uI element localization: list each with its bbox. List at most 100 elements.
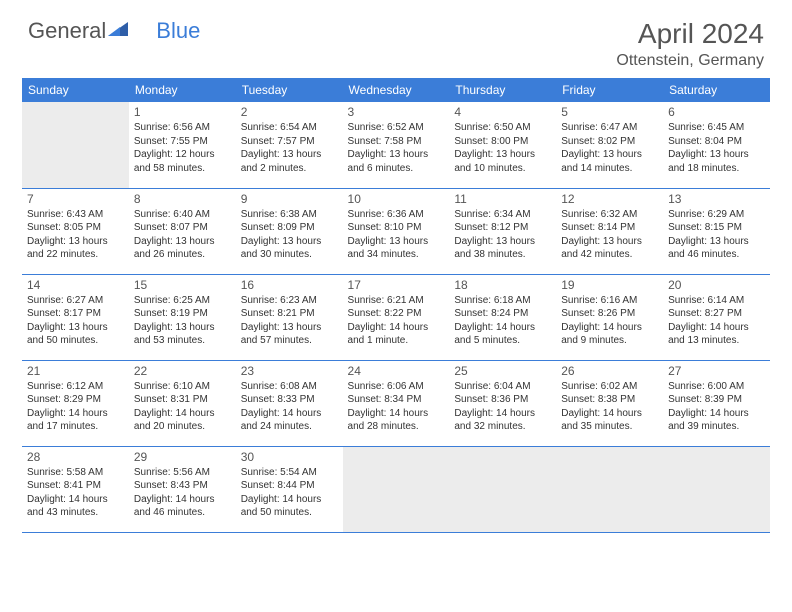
day-info: Sunrise: 6:50 AMSunset: 8:00 PMDaylight:… bbox=[454, 121, 551, 175]
day-info: Sunrise: 6:45 AMSunset: 8:04 PMDaylight:… bbox=[668, 121, 765, 175]
calendar-cell: 23Sunrise: 6:08 AMSunset: 8:33 PMDayligh… bbox=[236, 360, 343, 446]
day-number: 15 bbox=[134, 278, 231, 292]
calendar-cell: 22 Sunrise: 6:10 AMSunset: 8:31 PMDayligh… bbox=[129, 360, 236, 446]
weekday-header-row: SundayMondayTuesdayWednesdayThursdayFrid… bbox=[22, 78, 770, 102]
calendar-cell: 20 Sunrise: 6:14 AMSunset: 8:27 PMDayligh… bbox=[663, 274, 770, 360]
day-info: Sunrise: 6:56 AMSunset: 7:55 PMDaylight:… bbox=[134, 121, 231, 175]
calendar-week-row: 14 Sunrise: 6:27 AMSunset: 8:17 PMDayligh… bbox=[22, 274, 770, 360]
day-info: Sunrise: 6:32 AMSunset: 8:14 PMDaylight:… bbox=[561, 208, 658, 262]
calendar-week-row: 1 Sunrise: 6:56 AMSunset: 7:55 PMDaylight… bbox=[22, 102, 770, 188]
calendar-cell: 17Sunrise: 6:21 AMSunset: 8:22 PMDayligh… bbox=[343, 274, 450, 360]
logo: General Blue bbox=[28, 18, 200, 44]
day-info: Sunrise: 6:12 AMSunset: 8:29 PMDaylight:… bbox=[27, 380, 124, 434]
day-info: Sunrise: 6:08 AMSunset: 8:33 PMDaylight:… bbox=[241, 380, 338, 434]
day-number: 22 bbox=[134, 364, 231, 378]
day-number: 7 bbox=[27, 192, 124, 206]
day-info: Sunrise: 6:06 AMSunset: 8:34 PMDaylight:… bbox=[348, 380, 445, 434]
calendar-cell: 4 Sunrise: 6:50 AMSunset: 8:00 PMDaylight… bbox=[449, 102, 556, 188]
title-block: April 2024 Ottenstein, Germany bbox=[616, 18, 764, 70]
weekday-header: Friday bbox=[556, 78, 663, 102]
day-number: 30 bbox=[241, 450, 338, 464]
day-info: Sunrise: 6:52 AMSunset: 7:58 PMDaylight:… bbox=[348, 121, 445, 175]
calendar-week-row: 28Sunrise: 5:58 AMSunset: 8:41 PMDayligh… bbox=[22, 446, 770, 532]
calendar-cell-blank bbox=[343, 446, 450, 532]
calendar-cell: 1 Sunrise: 6:56 AMSunset: 7:55 PMDaylight… bbox=[129, 102, 236, 188]
weekday-header: Sunday bbox=[22, 78, 129, 102]
calendar-cell: 14 Sunrise: 6:27 AMSunset: 8:17 PMDayligh… bbox=[22, 274, 129, 360]
calendar-cell: 21 Sunrise: 6:12 AMSunset: 8:29 PMDayligh… bbox=[22, 360, 129, 446]
day-number: 6 bbox=[668, 105, 765, 119]
calendar-week-row: 7 Sunrise: 6:43 AMSunset: 8:05 PMDaylight… bbox=[22, 188, 770, 274]
weekday-header: Monday bbox=[129, 78, 236, 102]
day-info: Sunrise: 6:21 AMSunset: 8:22 PMDaylight:… bbox=[348, 294, 445, 348]
calendar-cell: 8 Sunrise: 6:40 AMSunset: 8:07 PMDaylight… bbox=[129, 188, 236, 274]
calendar-cell: 3 Sunrise: 6:52 AMSunset: 7:58 PMDaylight… bbox=[343, 102, 450, 188]
day-number: 14 bbox=[27, 278, 124, 292]
day-number: 12 bbox=[561, 192, 658, 206]
calendar-cell: 27Sunrise: 6:00 AMSunset: 8:39 PMDayligh… bbox=[663, 360, 770, 446]
day-number: 25 bbox=[454, 364, 551, 378]
day-number: 1 bbox=[134, 105, 231, 119]
logo-text-2: Blue bbox=[156, 18, 200, 44]
calendar-table: SundayMondayTuesdayWednesdayThursdayFrid… bbox=[22, 78, 770, 533]
calendar-body: 1 Sunrise: 6:56 AMSunset: 7:55 PMDaylight… bbox=[22, 102, 770, 532]
calendar-cell: 28Sunrise: 5:58 AMSunset: 8:41 PMDayligh… bbox=[22, 446, 129, 532]
calendar-cell: 10Sunrise: 6:36 AMSunset: 8:10 PMDayligh… bbox=[343, 188, 450, 274]
day-info: Sunrise: 6:29 AMSunset: 8:15 PMDaylight:… bbox=[668, 208, 765, 262]
day-info: Sunrise: 6:27 AMSunset: 8:17 PMDaylight:… bbox=[27, 294, 124, 348]
calendar-cell: 18 Sunrise: 6:18 AMSunset: 8:24 PMDayligh… bbox=[449, 274, 556, 360]
day-number: 2 bbox=[241, 105, 338, 119]
calendar-cell: 29Sunrise: 5:56 AMSunset: 8:43 PMDayligh… bbox=[129, 446, 236, 532]
calendar-cell-blank bbox=[556, 446, 663, 532]
logo-text-1: General bbox=[28, 18, 106, 44]
day-info: Sunrise: 5:58 AMSunset: 8:41 PMDaylight:… bbox=[27, 466, 124, 520]
day-number: 16 bbox=[241, 278, 338, 292]
calendar-cell: 16 Sunrise: 6:23 AMSunset: 8:21 PMDayligh… bbox=[236, 274, 343, 360]
day-info: Sunrise: 5:54 AMSunset: 8:44 PMDaylight:… bbox=[241, 466, 338, 520]
calendar-cell: 7 Sunrise: 6:43 AMSunset: 8:05 PMDaylight… bbox=[22, 188, 129, 274]
header: General Blue April 2024 Ottenstein, Germ… bbox=[0, 0, 792, 78]
day-number: 20 bbox=[668, 278, 765, 292]
calendar-cell-blank bbox=[22, 102, 129, 188]
day-info: Sunrise: 6:10 AMSunset: 8:31 PMDaylight:… bbox=[134, 380, 231, 434]
calendar-cell-blank bbox=[663, 446, 770, 532]
calendar-cell: 11 Sunrise: 6:34 AMSunset: 8:12 PMDayligh… bbox=[449, 188, 556, 274]
day-info: Sunrise: 6:54 AMSunset: 7:57 PMDaylight:… bbox=[241, 121, 338, 175]
day-info: Sunrise: 6:14 AMSunset: 8:27 PMDaylight:… bbox=[668, 294, 765, 348]
calendar-cell: 19Sunrise: 6:16 AMSunset: 8:26 PMDayligh… bbox=[556, 274, 663, 360]
calendar-cell: 26Sunrise: 6:02 AMSunset: 8:38 PMDayligh… bbox=[556, 360, 663, 446]
location: Ottenstein, Germany bbox=[616, 52, 764, 70]
day-info: Sunrise: 6:34 AMSunset: 8:12 PMDaylight:… bbox=[454, 208, 551, 262]
day-info: Sunrise: 6:47 AMSunset: 8:02 PMDaylight:… bbox=[561, 121, 658, 175]
calendar-cell: 2 Sunrise: 6:54 AMSunset: 7:57 PMDaylight… bbox=[236, 102, 343, 188]
day-number: 13 bbox=[668, 192, 765, 206]
day-info: Sunrise: 6:38 AMSunset: 8:09 PMDaylight:… bbox=[241, 208, 338, 262]
day-number: 8 bbox=[134, 192, 231, 206]
calendar-cell: 9Sunrise: 6:38 AMSunset: 8:09 PMDaylight… bbox=[236, 188, 343, 274]
calendar-cell: 15 Sunrise: 6:25 AMSunset: 8:19 PMDayligh… bbox=[129, 274, 236, 360]
day-number: 5 bbox=[561, 105, 658, 119]
day-info: Sunrise: 6:25 AMSunset: 8:19 PMDaylight:… bbox=[134, 294, 231, 348]
day-number: 29 bbox=[134, 450, 231, 464]
day-info: Sunrise: 6:36 AMSunset: 8:10 PMDaylight:… bbox=[348, 208, 445, 262]
day-number: 21 bbox=[27, 364, 124, 378]
day-number: 11 bbox=[454, 192, 551, 206]
calendar-cell: 12 Sunrise: 6:32 AMSunset: 8:14 PMDayligh… bbox=[556, 188, 663, 274]
weekday-header: Wednesday bbox=[343, 78, 450, 102]
calendar-cell: 13 Sunrise: 6:29 AMSunset: 8:15 PMDayligh… bbox=[663, 188, 770, 274]
day-number: 19 bbox=[561, 278, 658, 292]
day-info: Sunrise: 6:23 AMSunset: 8:21 PMDaylight:… bbox=[241, 294, 338, 348]
day-info: Sunrise: 6:43 AMSunset: 8:05 PMDaylight:… bbox=[27, 208, 124, 262]
day-info: Sunrise: 6:04 AMSunset: 8:36 PMDaylight:… bbox=[454, 380, 551, 434]
day-number: 3 bbox=[348, 105, 445, 119]
calendar-cell-blank bbox=[449, 446, 556, 532]
weekday-header: Saturday bbox=[663, 78, 770, 102]
calendar-cell: 5 Sunrise: 6:47 AMSunset: 8:02 PMDaylight… bbox=[556, 102, 663, 188]
day-number: 4 bbox=[454, 105, 551, 119]
day-info: Sunrise: 6:40 AMSunset: 8:07 PMDaylight:… bbox=[134, 208, 231, 262]
logo-triangle-icon bbox=[108, 18, 128, 44]
day-info: Sunrise: 6:02 AMSunset: 8:38 PMDaylight:… bbox=[561, 380, 658, 434]
day-info: Sunrise: 6:18 AMSunset: 8:24 PMDaylight:… bbox=[454, 294, 551, 348]
day-number: 27 bbox=[668, 364, 765, 378]
day-number: 18 bbox=[454, 278, 551, 292]
